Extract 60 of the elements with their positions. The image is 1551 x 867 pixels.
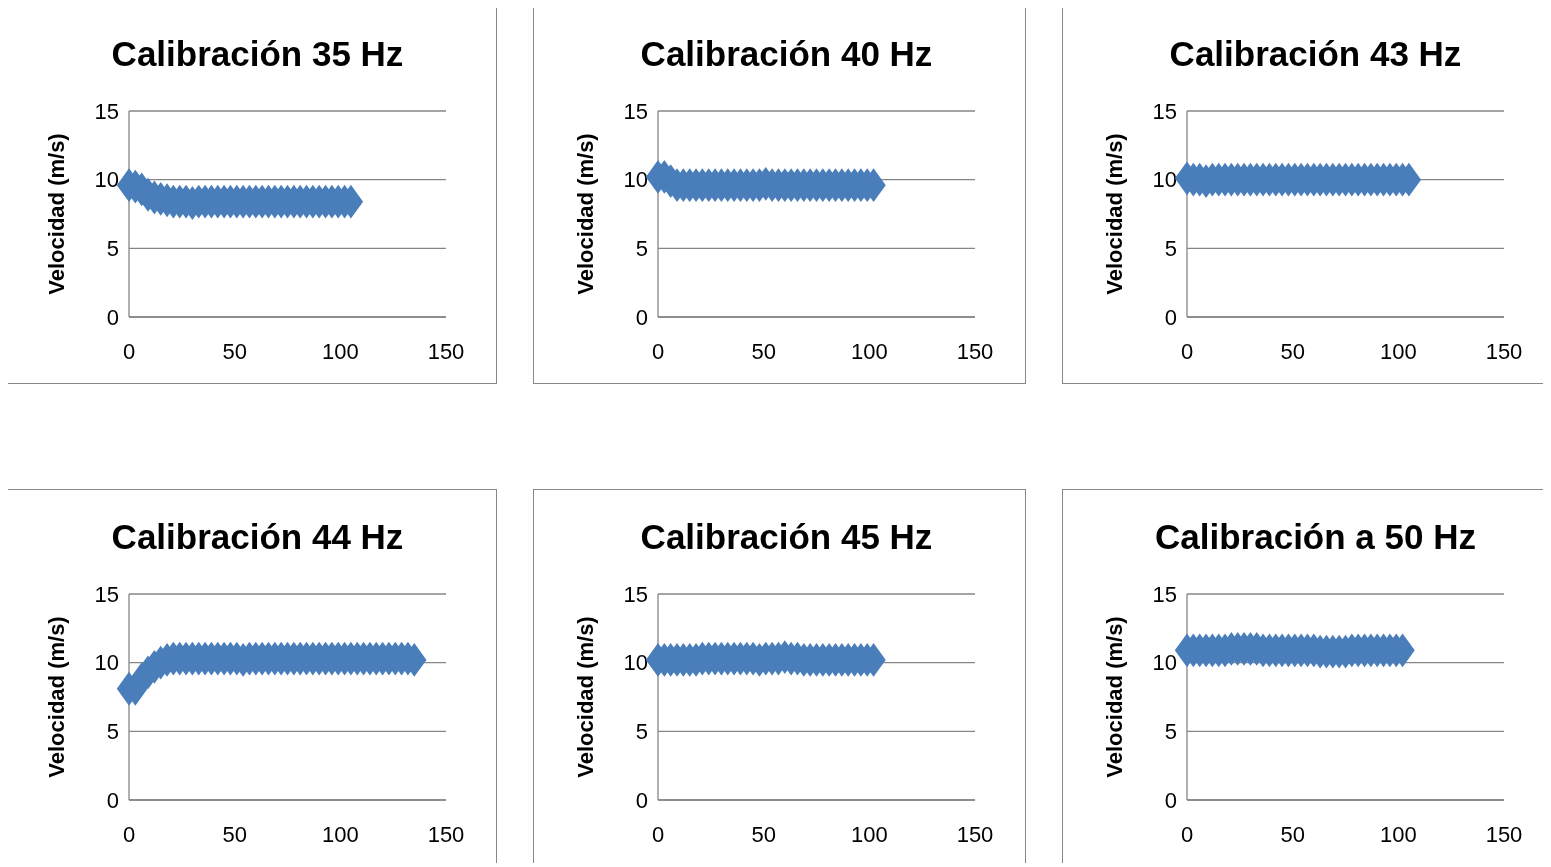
x-tick-label: 100 — [321, 822, 359, 847]
y-tick-label: 10 — [623, 167, 648, 193]
chart-title: Calibración 35 Hz — [111, 34, 404, 73]
x-tick-label: 150 — [1485, 339, 1523, 364]
x-tick-label: 50 — [222, 339, 247, 364]
y-axis-title: Velocidad (m/s) — [44, 616, 69, 778]
x-tick-label: 50 — [751, 339, 776, 364]
y-tick-label: 0 — [635, 787, 648, 813]
y-tick-label: 10 — [1152, 650, 1177, 676]
x-tick-label: 0 — [1180, 822, 1194, 847]
y-axis-title: Velocidad (m/s) — [573, 133, 598, 295]
y-axis-title: Velocidad (m/s) — [573, 616, 598, 778]
y-tick-label: 5 — [1164, 236, 1177, 262]
chart-title: Calibración 40 Hz — [640, 34, 933, 73]
y-tick-label: 0 — [1164, 304, 1177, 330]
y-tick-label: 0 — [106, 304, 119, 330]
y-tick-label: 0 — [635, 304, 648, 330]
y-tick-label: 15 — [1152, 98, 1177, 124]
chart-title: Calibración 43 Hz — [1169, 34, 1462, 73]
x-tick-label: 150 — [956, 339, 994, 364]
chart-title: Calibración 45 Hz — [640, 517, 933, 556]
y-tick-label: 0 — [106, 787, 119, 813]
y-tick-label: 0 — [1164, 787, 1177, 813]
x-tick-label: 150 — [427, 339, 465, 364]
x-tick-label: 50 — [1280, 822, 1305, 847]
x-tick-label: 150 — [1485, 822, 1523, 847]
y-tick-label: 10 — [623, 650, 648, 676]
x-tick-label: 50 — [1280, 339, 1305, 364]
x-tick-label: 100 — [1379, 822, 1417, 847]
y-axis-title: Velocidad (m/s) — [1102, 616, 1127, 778]
y-tick-label: 15 — [623, 98, 648, 124]
x-tick-label: 100 — [850, 822, 888, 847]
chart-title: Calibración 44 Hz — [111, 517, 404, 556]
y-tick-label: 15 — [623, 581, 648, 607]
y-axis-title: Velocidad (m/s) — [44, 133, 69, 295]
x-tick-label: 100 — [850, 339, 888, 364]
y-tick-label: 5 — [635, 236, 648, 262]
y-tick-label: 10 — [1152, 167, 1177, 193]
x-tick-label: 0 — [651, 339, 665, 364]
y-tick-label: 5 — [1164, 719, 1177, 745]
x-tick-label: 100 — [1379, 339, 1417, 364]
x-tick-label: 150 — [956, 822, 994, 847]
y-tick-label: 10 — [94, 650, 119, 676]
y-tick-label: 15 — [1152, 581, 1177, 607]
x-tick-label: 0 — [122, 339, 136, 364]
y-tick-label: 15 — [94, 581, 119, 607]
x-tick-label: 0 — [122, 822, 136, 847]
y-tick-label: 5 — [106, 236, 119, 262]
x-tick-label: 50 — [222, 822, 247, 847]
chart-title: Calibración a 50 Hz — [1155, 517, 1476, 556]
y-tick-label: 5 — [635, 719, 648, 745]
y-tick-label: 15 — [94, 98, 119, 124]
y-axis-title: Velocidad (m/s) — [1102, 133, 1127, 295]
y-tick-label: 10 — [94, 167, 119, 193]
x-tick-label: 0 — [1180, 339, 1194, 364]
x-tick-label: 0 — [651, 822, 665, 847]
x-tick-label: 150 — [427, 822, 465, 847]
x-tick-label: 100 — [321, 339, 359, 364]
x-tick-label: 50 — [751, 822, 776, 847]
y-tick-label: 5 — [106, 719, 119, 745]
